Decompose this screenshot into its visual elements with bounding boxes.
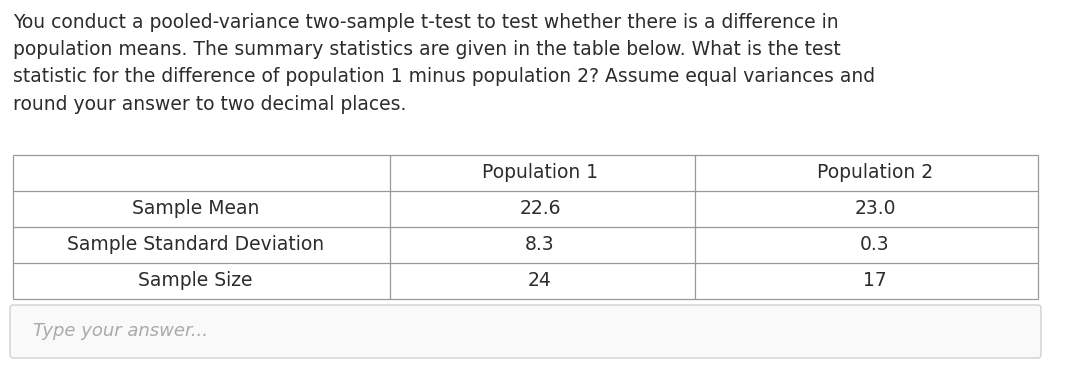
Text: Population 2: Population 2: [817, 163, 933, 183]
Text: 0.3: 0.3: [860, 235, 890, 254]
Text: 8.3: 8.3: [525, 235, 555, 254]
Text: Sample Size: Sample Size: [138, 272, 253, 290]
FancyBboxPatch shape: [10, 305, 1041, 358]
Text: 23.0: 23.0: [854, 199, 896, 219]
Text: 24: 24: [528, 272, 552, 290]
Text: You conduct a pooled-variance two-sample t-test to test whether there is a diffe: You conduct a pooled-variance two-sample…: [13, 13, 875, 114]
Text: 22.6: 22.6: [519, 199, 561, 219]
Text: 17: 17: [863, 272, 887, 290]
Text: Sample Standard Deviation: Sample Standard Deviation: [66, 235, 324, 254]
Text: Population 1: Population 1: [482, 163, 598, 183]
Text: Type your answer...: Type your answer...: [33, 322, 208, 340]
Text: Sample Mean: Sample Mean: [132, 199, 259, 219]
